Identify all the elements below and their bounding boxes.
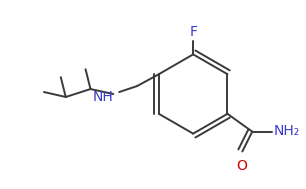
Text: NH₂: NH₂ bbox=[274, 124, 300, 138]
Text: O: O bbox=[236, 159, 247, 173]
Text: F: F bbox=[189, 25, 197, 39]
Text: NH: NH bbox=[92, 90, 113, 104]
